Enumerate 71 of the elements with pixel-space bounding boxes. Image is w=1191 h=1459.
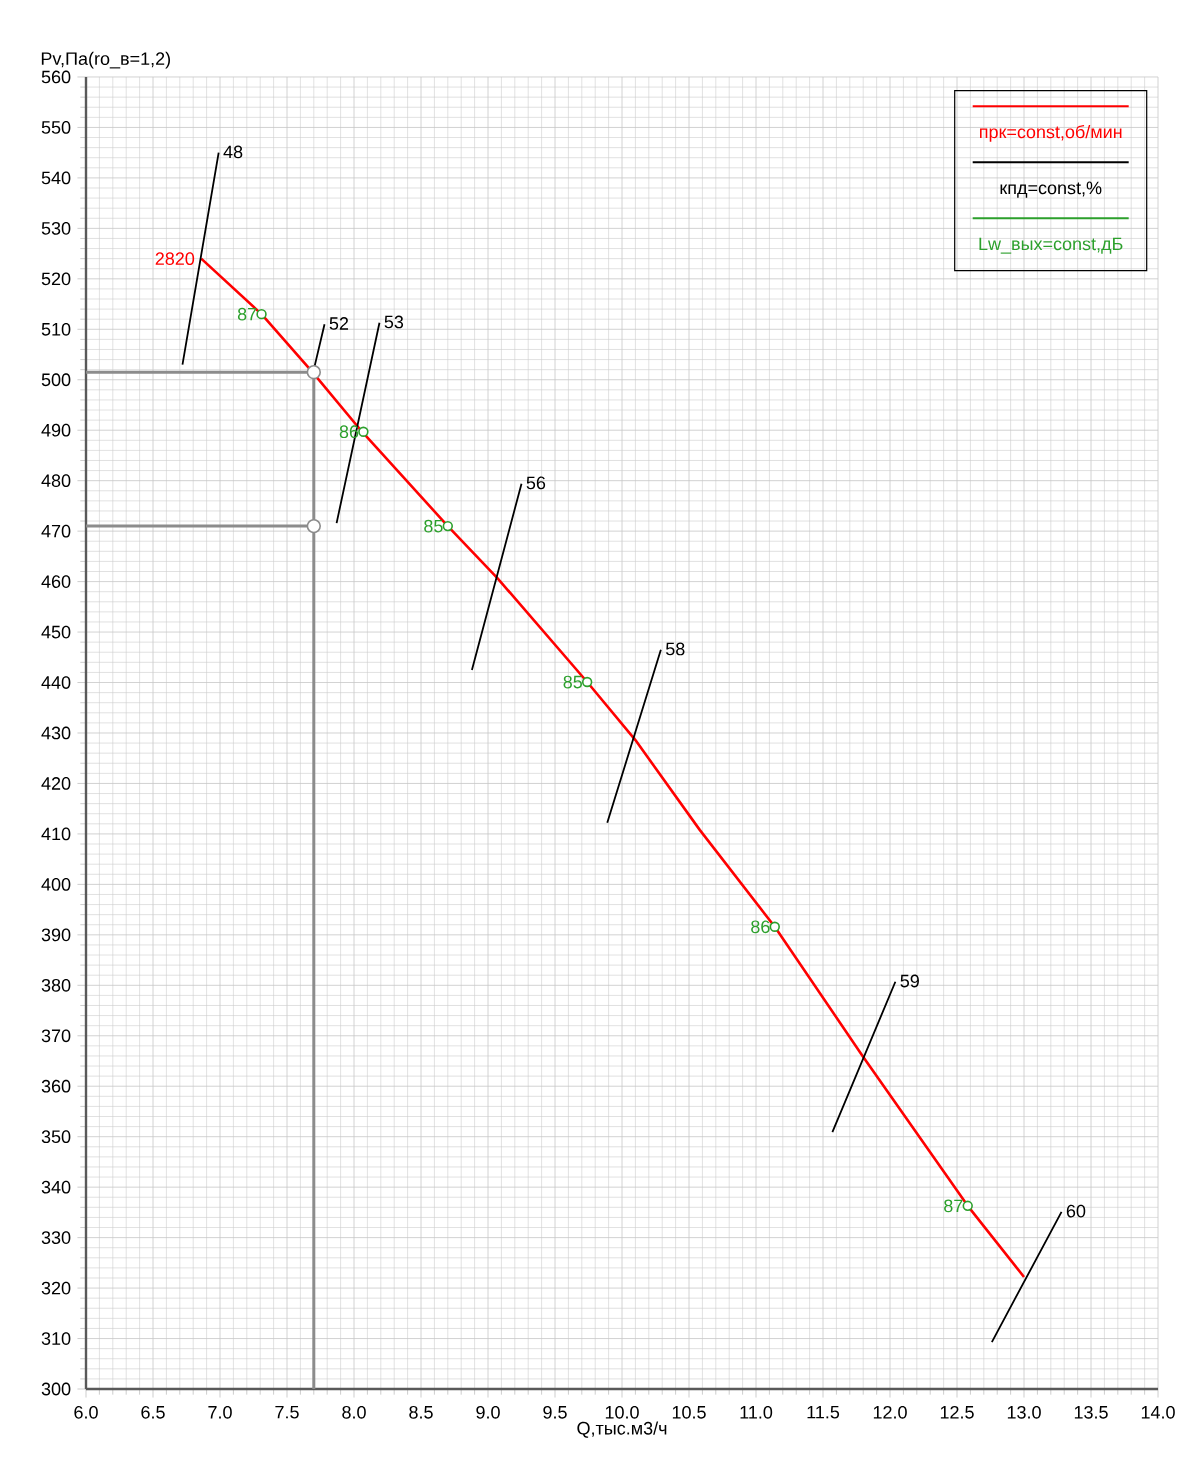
y-tick-label: 520 [41,272,71,286]
y-tick-label: 340 [41,1180,71,1194]
point [442,520,454,532]
point [306,518,322,534]
y-tick-label: 500 [41,373,71,387]
y-tick-label: 560 [41,70,71,84]
y-tick-label: 410 [41,827,71,841]
annotation: 87 [944,1199,963,1213]
y-tick-label: 380 [41,978,71,992]
annotation: 48 [223,145,243,159]
point [256,308,267,320]
annotation: 60 [1066,1204,1086,1218]
line-series [199,257,1026,1279]
y-tick-label: 300 [41,1382,71,1396]
text: Lw_вых=const,дБ [979,237,1123,254]
y-tick-label: 530 [41,221,71,235]
y-tick-label: 460 [41,575,71,588]
y-tick-label: 370 [41,1029,71,1043]
annotation: 58 [665,642,685,656]
y-tick-label: 390 [41,928,71,942]
x-tick-label: 6.5 [141,1405,165,1419]
annotation: 56 [526,476,546,490]
x-tick-label: 11.5 [807,1405,840,1419]
x-tick-label: 14.0 [1141,1405,1175,1419]
annotation: 85 [424,519,443,533]
y-tick-label: 360 [41,1079,71,1093]
x-tick-label: 11.0 [740,1405,773,1419]
y-tick-label: 330 [41,1231,71,1244]
y-tick-label: 480 [41,474,71,488]
point [581,676,593,688]
x-tick-label: 12.0 [873,1405,907,1419]
annotation: 86 [751,920,770,934]
point [769,921,780,932]
y-tick-label: 320 [41,1281,71,1295]
point [306,364,322,380]
annotation: 2820 [155,252,195,266]
point [962,1200,973,1212]
x-tick-label: 7.0 [208,1405,232,1419]
x-tick-label: 13.5 [1074,1405,1108,1419]
y-tick-label: 400 [41,877,71,891]
y-tick-label: 540 [41,171,71,185]
x-tick-label: 9.5 [543,1405,567,1419]
y-tick-label: 420 [41,777,71,790]
annotation: 52 [329,317,349,330]
y-tick-label: 430 [41,726,71,740]
point [358,426,369,437]
x-tick-label: 12.5 [940,1405,974,1419]
text: кпд=const,% [1000,181,1102,198]
x-tick-label: 8.5 [409,1405,433,1419]
annotation: 53 [384,315,404,329]
y-axis-title: Pv,Па(ro_в=1,2) [41,51,171,69]
y-tick-label: 440 [41,676,71,689]
x-tick-label: 7.5 [275,1405,299,1419]
annotation: 87 [237,307,257,321]
y-tick-label: 470 [41,524,71,538]
y-tick-label: 510 [41,322,71,336]
y-tick-label: 450 [41,625,71,639]
x-tick-label: 13.0 [1007,1405,1041,1419]
x-tick-label: 10.5 [672,1405,706,1419]
x-tick-label: 9.0 [476,1405,500,1419]
y-tick-label: 350 [41,1130,71,1144]
x-tick-label: 8.0 [342,1405,366,1419]
annotation: 85 [563,675,583,689]
y-tick-label: 490 [41,423,71,437]
x-axis-title: Q,тыс.м3/ч [577,1421,667,1438]
x-tick-label: 6.0 [74,1405,98,1419]
y-tick-label: 310 [41,1332,71,1345]
y-tick-label: 550 [41,121,71,134]
text: прк=const,об/мин [980,124,1122,142]
annotation: 59 [900,974,919,988]
x-tick-label: 10.0 [605,1405,639,1419]
